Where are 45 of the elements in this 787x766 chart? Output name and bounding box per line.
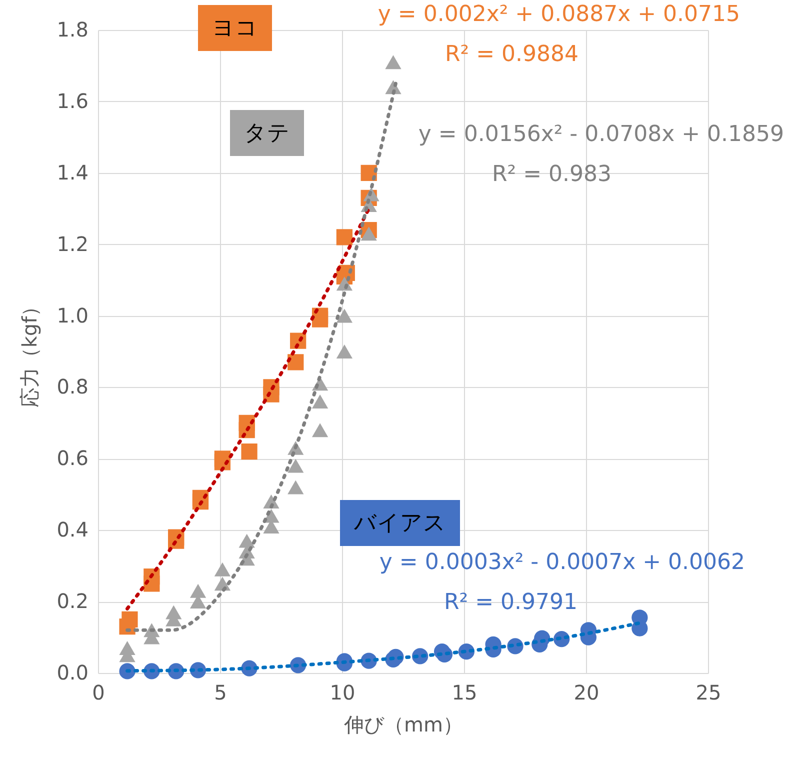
text: y = 0.002x² + 0.0887x + 0.0715	[378, 2, 740, 27]
annotation: R² = 0.9884	[445, 42, 579, 67]
point	[336, 308, 352, 323]
point	[122, 611, 138, 628]
point	[288, 354, 304, 370]
x-tick-label: 20	[574, 680, 600, 704]
point	[241, 443, 258, 460]
point	[214, 450, 231, 467]
name-tag: タテ	[230, 110, 304, 156]
point	[312, 423, 328, 438]
name-tag: バイアス	[340, 500, 460, 546]
y-tick-label: 0.4	[56, 518, 88, 542]
point	[385, 55, 402, 70]
y-tick-label: 1.8	[56, 18, 88, 42]
y-tick-label: 0.0	[56, 660, 88, 684]
annotation: R² = 0.983	[492, 162, 612, 187]
annotation: y = 0.0003x² - 0.0007x + 0.0062	[379, 550, 745, 575]
y-tick-label: 0.2	[56, 589, 88, 614]
point	[238, 534, 255, 548]
point	[119, 641, 136, 655]
annotation: R² = 0.9791	[444, 590, 578, 615]
point	[288, 480, 304, 494]
x-tick-label: 10	[330, 680, 356, 704]
y-tick-label: 1.0	[56, 303, 88, 328]
x-tick-label: 0	[92, 680, 105, 704]
x-tick-label: 25	[696, 680, 722, 704]
x-axis-title: 伸び（mm）	[343, 712, 463, 736]
point	[312, 394, 328, 408]
y-tick-label: 1.2	[56, 232, 88, 256]
y-tick-label: 0.8	[56, 374, 88, 399]
point	[336, 229, 353, 246]
x-tick-label: 5	[214, 680, 227, 704]
y-tick-label: 0.6	[56, 446, 88, 470]
point	[214, 562, 230, 576]
point	[336, 344, 352, 358]
x-tick-label: 15	[452, 680, 478, 704]
name-tag: ヨコ	[198, 5, 272, 51]
annotation: y = 0.0156x² - 0.0708x + 0.1859	[418, 122, 784, 147]
point	[288, 458, 304, 473]
y-tick-label: 1.6	[56, 88, 88, 113]
y-tick-label: 1.4	[56, 160, 88, 184]
point	[190, 584, 206, 598]
point	[360, 226, 377, 241]
point	[166, 605, 182, 620]
y-axis-title: 応力（kgf）	[18, 296, 42, 408]
